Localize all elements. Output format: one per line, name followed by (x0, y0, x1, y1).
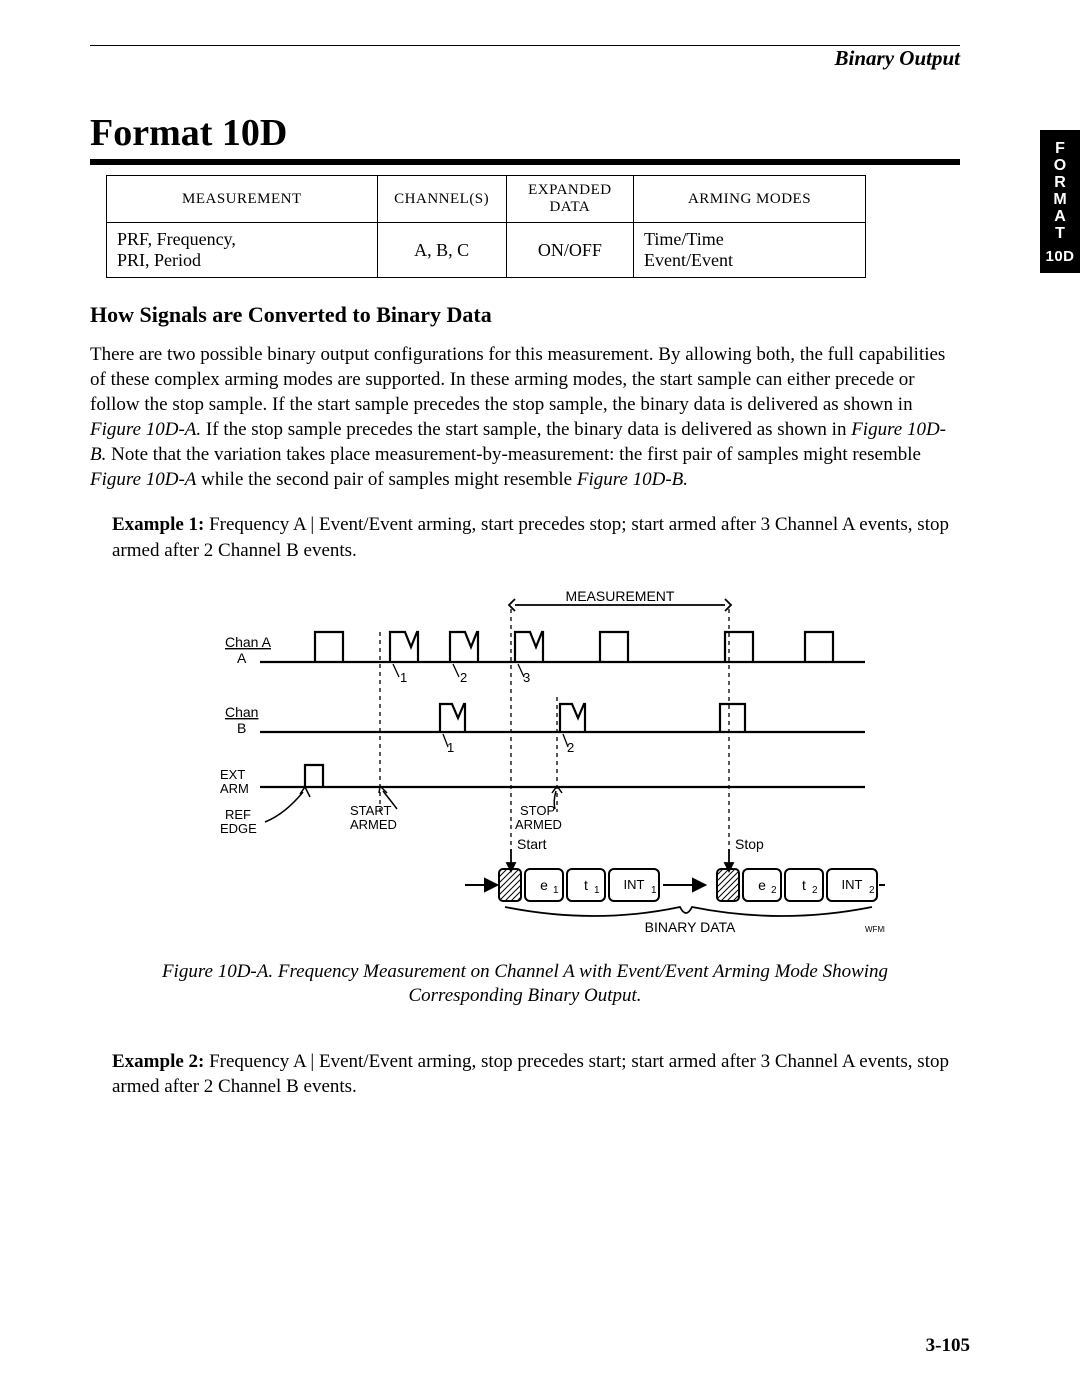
meas-label: MEASUREMENT (566, 588, 675, 604)
svg-text:REF: REF (225, 807, 251, 822)
svg-text:1: 1 (553, 885, 559, 896)
svg-text:BINARY DATA: BINARY DATA (645, 919, 736, 935)
ext-arm-wave (260, 765, 865, 787)
svg-text:2: 2 (771, 885, 777, 896)
side-tab: F O R M A T 10D (1040, 130, 1080, 273)
svg-text:1: 1 (400, 670, 407, 685)
svg-text:1: 1 (594, 885, 600, 896)
figure-caption: Figure 10D-A. Frequency Measurement on C… (125, 960, 925, 1009)
col-expanded: EXPANDED DATA (506, 176, 633, 223)
side-tab-letters: F O R M A T (1040, 140, 1080, 242)
running-head-text: Binary Output (835, 46, 960, 72)
svg-text:2: 2 (869, 885, 875, 896)
example-1: Example 1: Frequency A | Event/Event arm… (112, 512, 960, 562)
section-heading: How Signals are Converted to Binary Data (90, 302, 960, 328)
side-tab-tag: 10D (1040, 248, 1080, 265)
svg-text:e: e (758, 877, 766, 893)
svg-text:1: 1 (651, 885, 657, 896)
svg-text:START: START (350, 803, 391, 818)
svg-text:Chan: Chan (225, 704, 258, 720)
running-head: Binary Output (90, 45, 960, 73)
svg-text:3: 3 (523, 670, 530, 685)
chan-a-label-1: Chan A (225, 634, 272, 650)
body-paragraph: There are two possible binary output con… (90, 342, 960, 492)
table-header-row: MEASUREMENT CHANNEL(S) EXPANDED DATA ARM… (107, 176, 866, 223)
col-measurement: MEASUREMENT (107, 176, 378, 223)
page-content: Binary Output Format 10D MEASUREMENT CHA… (90, 45, 960, 1123)
svg-text:B: B (237, 720, 246, 736)
measurement-table: MEASUREMENT CHANNEL(S) EXPANDED DATA ARM… (106, 175, 866, 278)
title-rule (90, 159, 960, 165)
svg-text:2: 2 (567, 740, 574, 755)
cell-measurement: PRF, Frequency, PRI, Period (107, 223, 378, 278)
svg-text:ARMED: ARMED (515, 817, 562, 832)
col-channels: CHANNEL(S) (377, 176, 506, 223)
example-2: Example 2: Frequency A | Event/Event arm… (112, 1049, 960, 1099)
svg-text:t: t (802, 877, 806, 893)
svg-text:2: 2 (460, 670, 467, 685)
svg-text:EXT: EXT (220, 767, 245, 782)
svg-text:WFMKN: WFMKN (865, 925, 885, 934)
cell-arming: Time/Time Event/Event (634, 223, 866, 278)
svg-text:t: t (584, 877, 588, 893)
svg-text:2: 2 (812, 885, 818, 896)
svg-text:Start: Start (517, 836, 547, 852)
svg-text:INT: INT (624, 877, 645, 892)
chan-b-wave (260, 704, 865, 732)
page-number: 3-105 (926, 1335, 970, 1357)
cell-expanded: ON/OFF (506, 223, 633, 278)
svg-text:STOP: STOP (520, 803, 555, 818)
svg-text:INT: INT (842, 877, 863, 892)
svg-text:A: A (237, 650, 247, 666)
col-arming: ARMING MODES (634, 176, 866, 223)
cell-channels: A, B, C (377, 223, 506, 278)
svg-text:e: e (540, 877, 548, 893)
svg-text:EDGE: EDGE (220, 821, 257, 836)
table-row: PRF, Frequency, PRI, Period A, B, C ON/O… (107, 223, 866, 278)
chan-a-wave (260, 632, 865, 662)
timing-diagram-svg: MEASUREMENT Chan A A (165, 587, 885, 937)
binary-group-1: e1 t1 INT1 (499, 869, 659, 901)
svg-text:Stop: Stop (735, 836, 764, 852)
binary-group-2: e2 t2 INT2 (717, 869, 877, 901)
svg-text:1: 1 (447, 740, 454, 755)
page-title: Format 10D (90, 111, 960, 155)
figure-10d-a: MEASUREMENT Chan A A (165, 587, 885, 942)
svg-text:ARMED: ARMED (350, 817, 397, 832)
svg-text:ARM: ARM (220, 781, 249, 796)
